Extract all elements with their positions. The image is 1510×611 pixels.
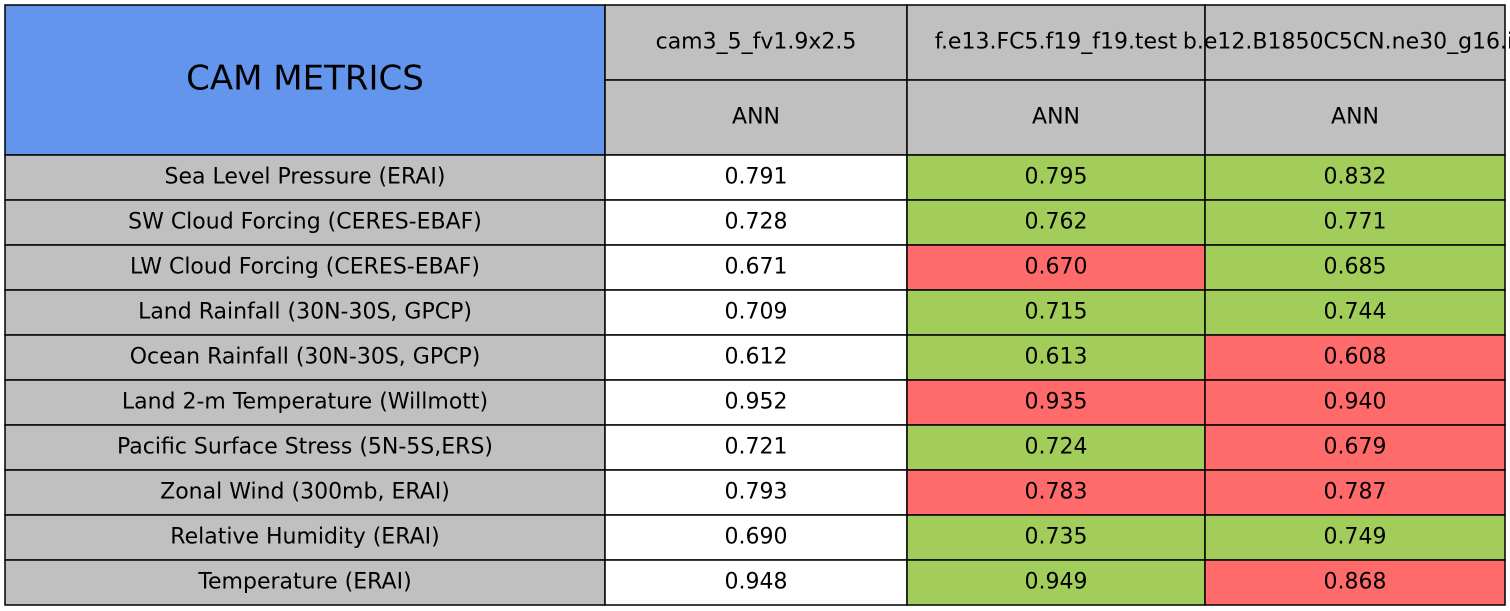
cell-value: 0.787 [1324, 480, 1387, 505]
value-cell [906, 154, 1206, 201]
value-cell [1204, 334, 1506, 381]
cell-value: 0.832 [1324, 165, 1387, 190]
row-label-cell [4, 244, 606, 291]
row-label: Zonal Wind (300mb, ERAI) [160, 480, 450, 505]
cell-value: 0.715 [1025, 300, 1088, 325]
cell-value: 0.690 [725, 525, 788, 550]
value-cell [906, 199, 1206, 246]
value-cell [604, 469, 908, 516]
cell-value: 0.793 [725, 480, 788, 505]
cell-value: 0.709 [725, 300, 788, 325]
header-cell [906, 4, 1206, 81]
row-label: Sea Level Pressure (ERAI) [165, 165, 446, 190]
value-cell [1204, 154, 1506, 201]
cell-value: 0.679 [1324, 435, 1387, 460]
column-name: cam3_5_fv1.9x2.5 [656, 30, 857, 55]
cell-value: 0.608 [1324, 345, 1387, 370]
cell-value: 0.948 [725, 570, 788, 595]
value-cell [906, 514, 1206, 561]
cell-value: 0.670 [1025, 255, 1088, 280]
value-cell [906, 559, 1206, 606]
value-cell [1204, 469, 1506, 516]
value-cell [1204, 379, 1506, 426]
column-period: ANN [1032, 105, 1080, 130]
cell-value: 0.949 [1025, 570, 1088, 595]
period-cell [604, 79, 908, 156]
row-label-cell [4, 379, 606, 426]
cell-value: 0.721 [725, 435, 788, 460]
row-label-cell [4, 514, 606, 561]
value-cell [1204, 559, 1506, 606]
column-period: ANN [1331, 105, 1379, 130]
title-cell [4, 4, 606, 156]
row-label: SW Cloud Forcing (CERES-EBAF) [128, 210, 482, 235]
cell-value: 0.724 [1025, 435, 1088, 460]
cell-value: 0.783 [1025, 480, 1088, 505]
header-cell [1204, 4, 1506, 81]
cell-value: 0.671 [725, 255, 788, 280]
row-label: Land 2-m Temperature (Willmott) [122, 390, 488, 415]
value-cell [604, 289, 908, 336]
row-label-cell [4, 154, 606, 201]
row-label: Temperature (ERAI) [197, 570, 411, 595]
cell-value: 0.762 [1025, 210, 1088, 235]
cell-value: 0.868 [1324, 570, 1387, 595]
row-label-cell [4, 199, 606, 246]
value-cell [604, 334, 908, 381]
row-label-cell [4, 289, 606, 336]
row-label: LW Cloud Forcing (CERES-EBAF) [130, 255, 480, 280]
column-period: ANN [732, 105, 780, 130]
value-cell [604, 379, 908, 426]
cell-value: 0.771 [1324, 210, 1387, 235]
cell-value: 0.749 [1324, 525, 1387, 550]
value-cell [906, 244, 1206, 291]
value-cell [906, 289, 1206, 336]
row-label: Land Rainfall (30N-30S, GPCP) [138, 300, 472, 325]
cell-value: 0.612 [725, 345, 788, 370]
cell-value: 0.795 [1025, 165, 1088, 190]
period-cell [906, 79, 1206, 156]
column-name: b.e12.B1850C5CN.ne30_g16.in [1183, 30, 1510, 55]
cell-value: 0.791 [725, 165, 788, 190]
header-cell [604, 4, 908, 81]
cell-value: 0.728 [725, 210, 788, 235]
value-cell [604, 244, 908, 291]
row-label: Pacific Surface Stress (5N-5S,ERS) [117, 435, 493, 460]
cell-value: 0.685 [1324, 255, 1387, 280]
cell-value: 0.744 [1324, 300, 1387, 325]
value-cell [1204, 289, 1506, 336]
row-label: Relative Humidity (ERAI) [170, 525, 439, 550]
cell-value: 0.952 [725, 390, 788, 415]
value-cell [1204, 244, 1506, 291]
column-name: f.e13.FC5.f19_f19.test [935, 30, 1178, 55]
cell-value: 0.935 [1025, 390, 1088, 415]
value-cell [604, 559, 908, 606]
cell-value: 0.613 [1025, 345, 1088, 370]
value-cell [1204, 514, 1506, 561]
row-label: Ocean Rainfall (30N-30S, GPCP) [130, 345, 481, 370]
row-label-cell [4, 469, 606, 516]
cell-value: 0.735 [1025, 525, 1088, 550]
cell-value: 0.940 [1324, 390, 1387, 415]
table-title: CAM METRICS [186, 59, 424, 99]
